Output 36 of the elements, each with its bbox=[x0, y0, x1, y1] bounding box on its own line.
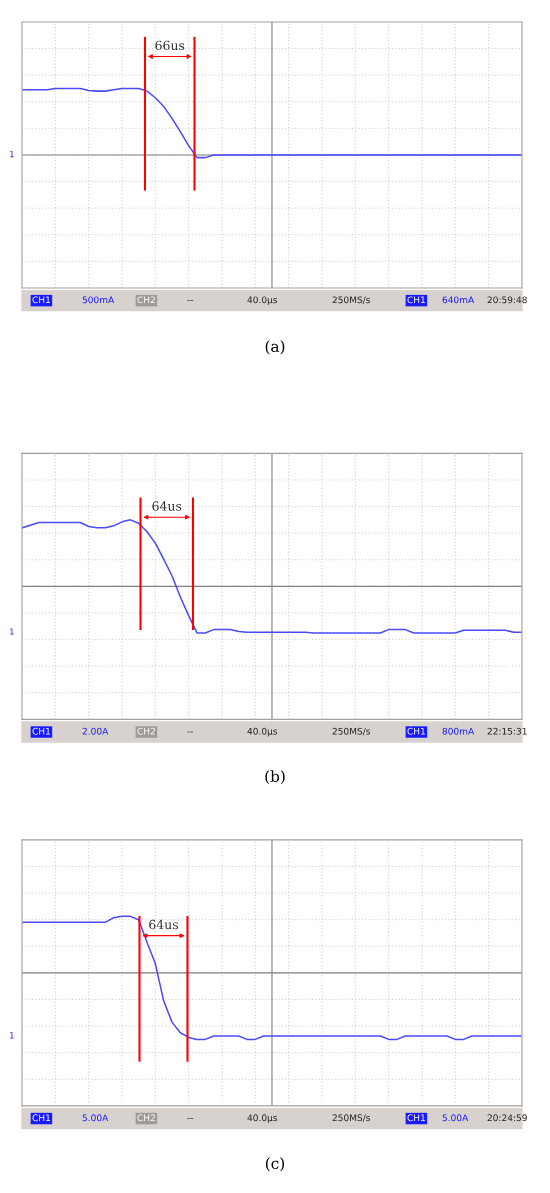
text: 40.0µs bbox=[247, 1114, 278, 1123]
text: CH1 bbox=[407, 296, 425, 304]
text: 2.00A bbox=[82, 727, 109, 735]
text: 22:15:31 bbox=[487, 727, 527, 735]
text: 40.0µs bbox=[247, 296, 278, 305]
text: 500mA bbox=[82, 296, 115, 304]
text: 250MS/s bbox=[332, 1114, 371, 1122]
text: -- bbox=[187, 731, 194, 733]
text: 5.00A bbox=[442, 1114, 469, 1122]
text: CH2 bbox=[137, 296, 155, 304]
text: CH2 bbox=[137, 727, 155, 735]
text: 1 bbox=[10, 1032, 14, 1039]
text: 800mA bbox=[442, 727, 475, 735]
text: -- bbox=[187, 300, 194, 302]
text: (b) bbox=[265, 770, 285, 785]
text: CH1 bbox=[32, 1114, 50, 1122]
text: 20:59:48 bbox=[487, 296, 527, 304]
text: 64us bbox=[152, 501, 182, 511]
text: 66us bbox=[155, 40, 185, 51]
text: 640mA bbox=[442, 296, 475, 304]
text: CH1 bbox=[32, 296, 50, 304]
text: CH1 bbox=[32, 727, 50, 735]
text: 250MS/s bbox=[332, 727, 371, 736]
text: 20:24:59 bbox=[487, 1114, 527, 1122]
text: (a) bbox=[265, 340, 285, 355]
text: 250MS/s bbox=[332, 296, 371, 304]
text: 5.00A bbox=[82, 1114, 109, 1122]
text: (c) bbox=[265, 1157, 285, 1172]
annotation: 64us bbox=[149, 919, 179, 930]
text: CH2 bbox=[137, 1114, 155, 1122]
text: CH1 bbox=[407, 1114, 425, 1122]
text: CH1 bbox=[407, 727, 425, 735]
text: 1 bbox=[10, 628, 14, 635]
text: 40.0µs bbox=[247, 727, 278, 737]
text: -- bbox=[187, 1118, 194, 1119]
text: 1 bbox=[10, 151, 14, 158]
